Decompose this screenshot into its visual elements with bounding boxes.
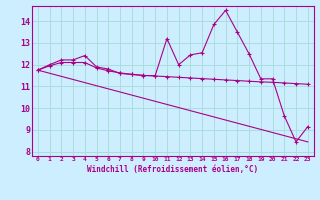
X-axis label: Windchill (Refroidissement éolien,°C): Windchill (Refroidissement éolien,°C): [87, 165, 258, 174]
